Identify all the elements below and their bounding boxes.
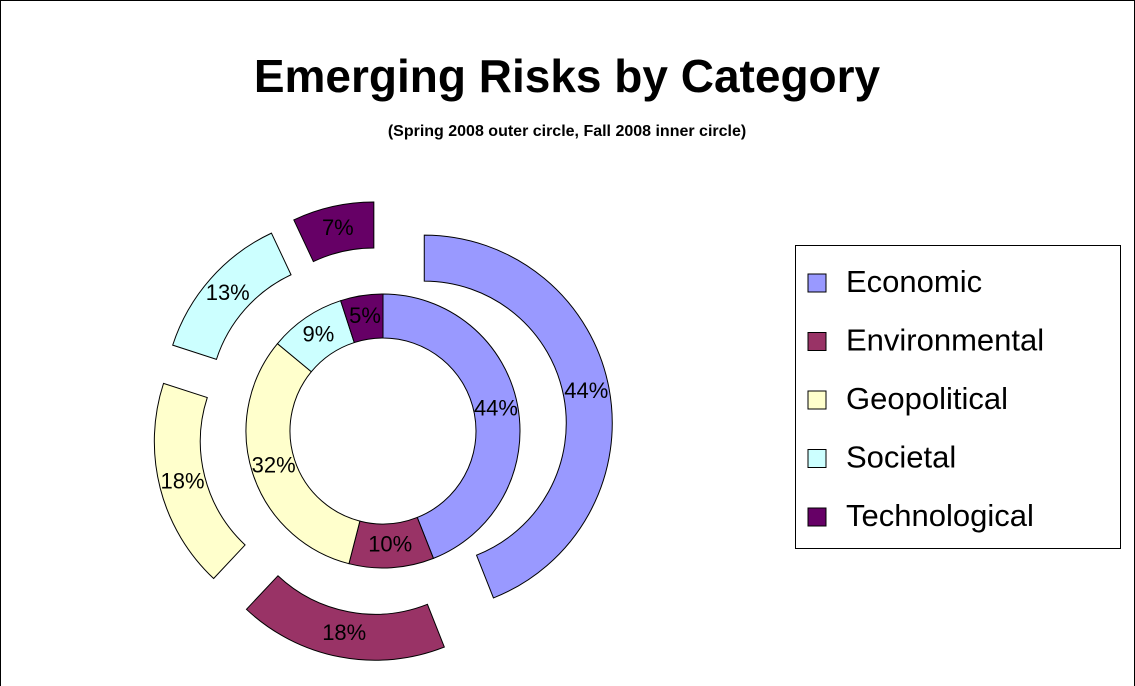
doughnut-slice xyxy=(293,201,375,263)
chart-subtitle: (Spring 2008 outer circle, Fall 2008 inn… xyxy=(388,123,746,140)
doughnut-slice xyxy=(153,382,246,580)
data-label: 13% xyxy=(206,280,250,305)
doughnut-slice xyxy=(172,232,292,360)
data-label: 44% xyxy=(564,378,608,403)
legend-label: Environmental xyxy=(846,323,1044,358)
chart-title: Emerging Risks by Category xyxy=(254,50,881,102)
data-label: 5% xyxy=(349,303,381,328)
data-label: 18% xyxy=(322,620,366,645)
data-label: 10% xyxy=(368,532,412,557)
doughnut-slice xyxy=(340,293,384,344)
legend-label: Technological xyxy=(846,498,1034,533)
data-label: 32% xyxy=(252,452,296,477)
doughnut-slice xyxy=(423,234,613,599)
legend-swatch xyxy=(807,273,827,293)
legend xyxy=(795,245,1121,549)
legend-swatch xyxy=(807,507,827,527)
data-label: 9% xyxy=(302,322,334,347)
data-label: 7% xyxy=(322,215,354,240)
legend-label: Societal xyxy=(846,440,956,475)
legend-swatch xyxy=(807,390,827,410)
doughnut-slice xyxy=(245,342,361,565)
doughnut-slice xyxy=(382,293,521,560)
data-label: 18% xyxy=(160,468,204,493)
legend-swatch xyxy=(807,449,827,468)
data-label: 44% xyxy=(474,395,518,420)
legend-label: Economic xyxy=(846,264,982,299)
legend-swatch xyxy=(807,332,827,351)
legend-label: Geopolitical xyxy=(846,381,1008,416)
doughnut-slice xyxy=(245,575,445,661)
